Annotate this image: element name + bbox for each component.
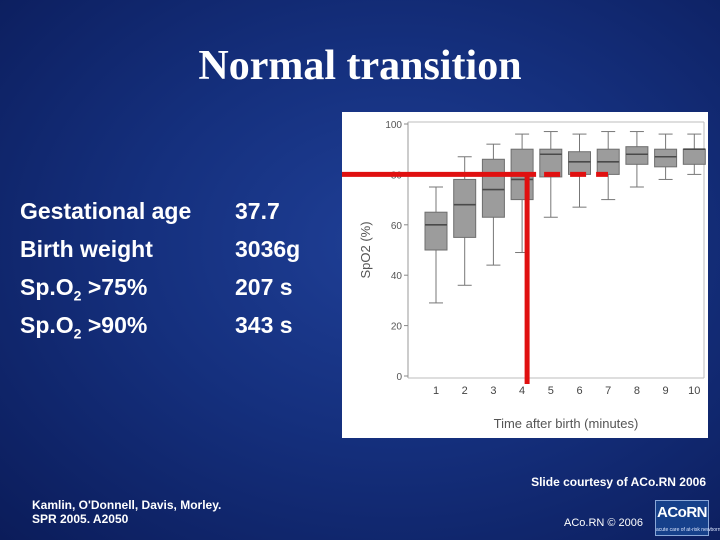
stat-label-suffix: >90%: [81, 312, 148, 338]
stat-value: 3036g: [235, 236, 301, 262]
stat-value: 207 s: [235, 274, 293, 300]
box: [568, 151, 591, 175]
y-tick-label: 20: [391, 322, 403, 333]
y-tick-label: 0: [396, 372, 402, 383]
logo-subtitle: acute care of at-risk newborns: [656, 527, 720, 533]
x-tick-label: 2: [462, 385, 468, 397]
stat-label-subscript: 2: [73, 287, 82, 304]
stat-label-text: Sp.O: [20, 274, 74, 300]
box: [453, 178, 477, 238]
x-axis-title: Time after birth (minutes): [494, 416, 639, 431]
copyright: ACo.RN © 2006: [564, 517, 644, 529]
x-tick-label: 5: [548, 385, 554, 397]
stat-label-text: Sp.O: [20, 312, 74, 338]
stat-value: 343 s: [235, 312, 293, 338]
x-tick-label: 9: [663, 385, 669, 397]
box: [539, 148, 563, 178]
citation-line-2: SPR 2005. A2050: [32, 512, 129, 526]
x-tick-label: 10: [688, 385, 700, 397]
box: [654, 148, 678, 168]
box: [424, 211, 448, 251]
y-tick-label: 60: [391, 221, 403, 232]
citation-line-1: Kamlin, O'Donnell, Davis, Morley.: [32, 498, 222, 512]
y-axis-title: SpO2 (%): [358, 221, 373, 278]
x-tick-label: 7: [605, 385, 611, 397]
box: [481, 158, 505, 218]
y-tick-label: 100: [385, 120, 402, 131]
slide-title: Normal transition: [198, 43, 522, 89]
x-tick-label: 8: [634, 385, 640, 397]
stat-label-subscript: 2: [73, 325, 82, 342]
box: [682, 148, 706, 165]
x-tick-label: 6: [576, 385, 582, 397]
logo-text: ACoRN: [657, 504, 708, 521]
stat-label: Birth weight: [20, 236, 153, 263]
box: [625, 146, 649, 165]
slide-courtesy: Slide courtesy of ACo.RN 2006: [531, 475, 706, 489]
x-tick-label: 3: [490, 385, 496, 397]
stat-label-suffix: >75%: [81, 274, 148, 300]
stat-label: Sp.O2 >90%: [20, 312, 147, 342]
x-tick-label: 4: [519, 385, 525, 397]
acorn-logo: ACoRN acute care of at-risk newborns: [655, 500, 720, 536]
x-tick-label: 1: [433, 385, 439, 397]
stat-label-text: Birth weight: [20, 236, 153, 262]
citation: Kamlin, O'Donnell, Davis, Morley. SPR 20…: [32, 498, 221, 526]
stat-label-text: Gestational age: [20, 198, 192, 224]
stat-value: 37.7: [235, 198, 280, 224]
y-tick-label: 40: [391, 271, 403, 282]
stat-label: Sp.O2 >75%: [20, 274, 147, 304]
stat-label: Gestational age: [20, 198, 191, 225]
